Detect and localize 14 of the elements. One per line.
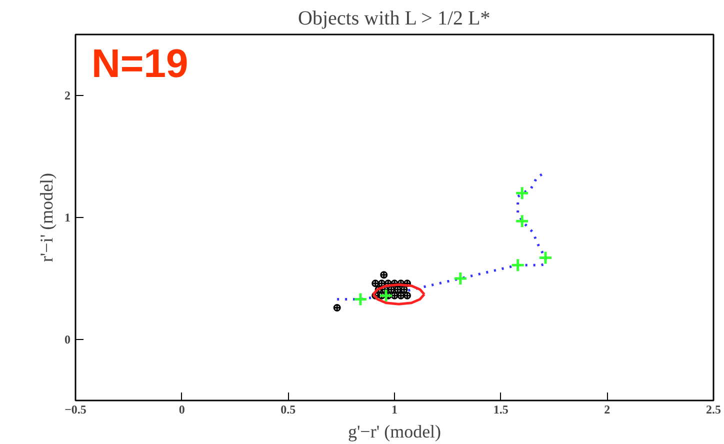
x-tick-label: 2.5 xyxy=(706,402,721,416)
x-tick-label: −0.5 xyxy=(64,402,86,416)
y-tick-label: 0 xyxy=(64,332,70,346)
x-tick-label: 1 xyxy=(392,402,398,416)
y-tick-label: 2 xyxy=(64,88,70,102)
annotation: N=19 xyxy=(91,42,188,86)
x-tick-label: 1.5 xyxy=(493,402,508,416)
x-axis-title: g'−r' (model) xyxy=(348,422,442,442)
x-tick-label: 2 xyxy=(604,402,610,416)
y-tick-label: 1 xyxy=(64,210,70,224)
x-tick-label: 0.5 xyxy=(280,402,296,416)
y-axis-title: r'−i' (model) xyxy=(36,172,56,262)
x-tick-label: 0 xyxy=(178,402,185,416)
chart-title: Objects with L > 1/2 L* xyxy=(298,8,490,30)
